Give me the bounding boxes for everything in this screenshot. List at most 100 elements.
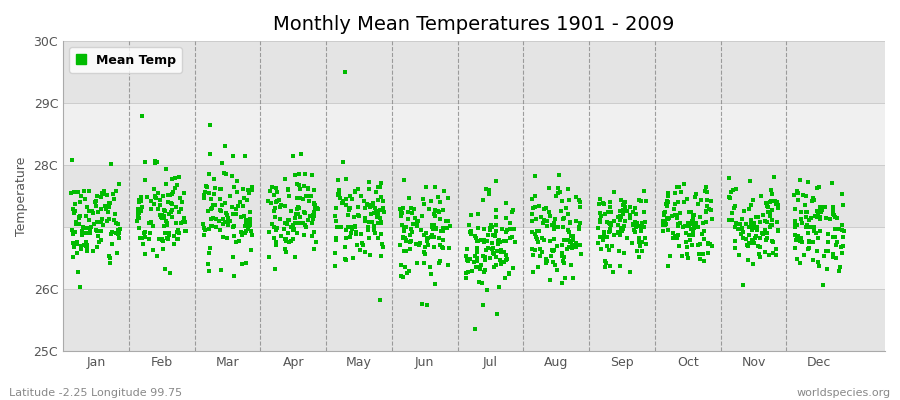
Point bbox=[557, 260, 572, 266]
Point bbox=[82, 217, 96, 223]
Point bbox=[367, 223, 382, 230]
Point bbox=[556, 223, 571, 230]
Point bbox=[508, 239, 522, 246]
Point bbox=[701, 239, 716, 246]
Point bbox=[393, 206, 408, 212]
Point bbox=[699, 184, 714, 190]
Point bbox=[594, 246, 608, 252]
Point bbox=[829, 254, 843, 261]
Point bbox=[198, 227, 212, 233]
Point bbox=[507, 225, 521, 232]
Point bbox=[268, 184, 283, 191]
Point bbox=[130, 218, 145, 224]
Point bbox=[202, 226, 217, 232]
Point bbox=[813, 214, 827, 220]
Point bbox=[658, 208, 672, 215]
Point bbox=[150, 206, 165, 213]
Point bbox=[230, 188, 244, 195]
Point bbox=[749, 224, 763, 231]
Point bbox=[353, 246, 367, 253]
Point bbox=[297, 232, 311, 238]
Point bbox=[294, 151, 309, 158]
Point bbox=[732, 226, 746, 232]
Point bbox=[278, 236, 293, 242]
Point bbox=[758, 218, 772, 224]
Point bbox=[160, 220, 175, 226]
Point bbox=[490, 228, 504, 234]
Point bbox=[66, 231, 80, 238]
Point bbox=[394, 212, 409, 219]
Point bbox=[760, 218, 774, 225]
Point bbox=[358, 205, 373, 212]
Point bbox=[602, 220, 616, 226]
Point bbox=[239, 228, 254, 234]
Point bbox=[69, 241, 84, 248]
Point bbox=[765, 207, 779, 214]
Point bbox=[394, 262, 409, 268]
Point bbox=[800, 230, 814, 236]
Point bbox=[90, 192, 104, 199]
Point bbox=[561, 226, 575, 233]
Point bbox=[818, 204, 832, 210]
Point bbox=[611, 230, 625, 236]
Point bbox=[268, 227, 283, 234]
Point bbox=[627, 221, 642, 228]
Point bbox=[768, 198, 782, 204]
Point bbox=[806, 194, 820, 201]
Point bbox=[810, 208, 824, 214]
Point bbox=[423, 198, 437, 204]
Point bbox=[346, 214, 361, 220]
Point bbox=[402, 246, 417, 252]
Point bbox=[362, 202, 376, 208]
Point bbox=[623, 212, 637, 218]
Point bbox=[234, 214, 248, 220]
Point bbox=[635, 238, 650, 245]
Point bbox=[148, 193, 163, 200]
Y-axis label: Temperature: Temperature bbox=[15, 156, 28, 236]
Point bbox=[742, 240, 756, 246]
Point bbox=[131, 212, 146, 218]
Point bbox=[602, 228, 616, 235]
Point bbox=[661, 227, 675, 233]
Point bbox=[362, 234, 376, 241]
Point bbox=[220, 222, 235, 228]
Point bbox=[404, 226, 419, 232]
Point bbox=[65, 156, 79, 163]
Point bbox=[357, 214, 372, 221]
Point bbox=[309, 239, 323, 245]
Point bbox=[569, 218, 583, 224]
Point bbox=[376, 244, 391, 250]
Point bbox=[747, 240, 761, 246]
Point bbox=[478, 257, 492, 263]
Point bbox=[374, 231, 389, 238]
Point bbox=[633, 223, 647, 230]
Point bbox=[207, 176, 221, 182]
Point bbox=[620, 235, 634, 242]
Point bbox=[362, 178, 376, 185]
Point bbox=[243, 216, 257, 222]
Point bbox=[608, 232, 622, 238]
Point bbox=[223, 218, 238, 224]
Point bbox=[480, 238, 494, 244]
Point bbox=[289, 210, 303, 217]
Point bbox=[825, 252, 840, 258]
Point bbox=[607, 218, 621, 224]
Point bbox=[735, 234, 750, 241]
Point bbox=[732, 251, 746, 258]
Point bbox=[799, 214, 814, 220]
Point bbox=[361, 224, 375, 231]
Point bbox=[158, 181, 173, 187]
Point bbox=[469, 234, 483, 241]
Point bbox=[548, 216, 562, 222]
Point bbox=[670, 233, 685, 239]
Point bbox=[132, 215, 147, 221]
Point bbox=[417, 201, 431, 207]
Point bbox=[284, 224, 298, 230]
Point bbox=[412, 242, 427, 248]
Point bbox=[437, 188, 452, 194]
Point bbox=[79, 230, 94, 236]
Point bbox=[394, 212, 409, 218]
Point bbox=[374, 179, 388, 186]
Point bbox=[735, 216, 750, 222]
Point bbox=[424, 234, 438, 240]
